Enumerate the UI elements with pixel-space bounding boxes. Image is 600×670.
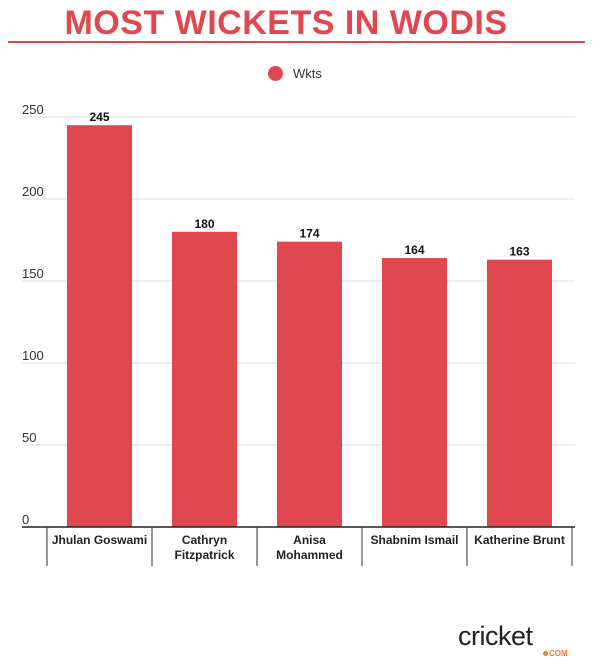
x-tick-label: Jhulan Goswami [52, 533, 147, 547]
data-label: 245 [89, 110, 109, 124]
logo-dot-icon [543, 651, 548, 656]
y-tick-label: 100 [22, 348, 44, 363]
x-tick-label: Cathryn Fitzpatrick [174, 533, 234, 562]
chart-title: MOST WICKETS IN WODIS [64, 4, 508, 42]
cricket-com-logo: cricket COM [458, 621, 576, 661]
chart-legend: Wkts [268, 66, 322, 81]
y-tick-label: 250 [22, 102, 44, 117]
x-tick-label: Katherine Brunt [474, 533, 565, 547]
x-tick-label: Anisa Mohammed [276, 533, 343, 562]
legend-swatch [268, 66, 283, 81]
y-tick-label: 150 [22, 266, 44, 281]
bar [67, 125, 132, 527]
bar [487, 259, 552, 527]
logo-suffix: COM [543, 649, 568, 658]
y-tick-label: 0 [22, 512, 29, 527]
bar [382, 258, 447, 527]
data-label: 180 [194, 217, 214, 231]
x-tick-label: Shabnim Ismail [370, 533, 458, 547]
legend-label: Wkts [293, 66, 322, 81]
data-label: 163 [509, 245, 529, 259]
bar [277, 241, 342, 527]
bar [172, 231, 237, 528]
y-tick-label: 200 [22, 184, 44, 199]
logo-wordmark: cricket [458, 621, 533, 651]
y-tick-label: 50 [22, 430, 36, 445]
data-label: 174 [299, 227, 319, 241]
title-underline [8, 41, 585, 43]
data-label: 164 [404, 243, 424, 257]
